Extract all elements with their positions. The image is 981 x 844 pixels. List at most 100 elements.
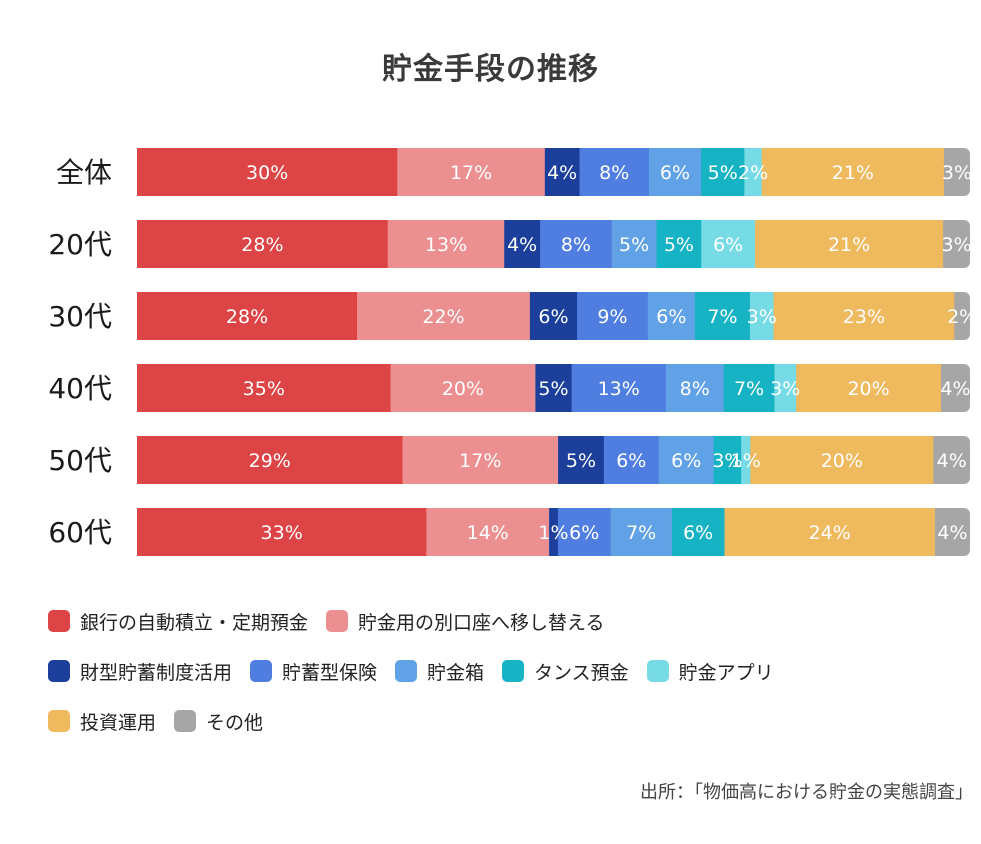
data-label: 28% — [241, 234, 283, 256]
legend-label: その他 — [206, 711, 264, 734]
data-label: 3% — [941, 234, 971, 256]
bar-segment — [665, 364, 725, 412]
bar-row — [137, 292, 970, 340]
bar-segment — [943, 220, 970, 268]
data-label: 2% — [738, 162, 768, 184]
category-label: 全体 — [56, 156, 112, 189]
category-label: 50代 — [48, 444, 112, 477]
data-label: 5% — [566, 450, 596, 472]
legend-item: 財型貯蓄制度活用 — [48, 658, 232, 685]
category-label: 30代 — [48, 300, 112, 333]
bar-segment — [671, 508, 725, 556]
legend-item: 貯金アプリ — [646, 658, 774, 685]
data-label: 29% — [249, 450, 291, 472]
bar-segment — [611, 220, 658, 268]
data-label: 3% — [942, 162, 972, 184]
bar-segment — [934, 508, 970, 556]
legend-swatch — [502, 660, 525, 682]
data-label: 9% — [597, 306, 627, 328]
data-label: 5% — [708, 162, 738, 184]
legend-item: 銀行の自動積立・定期預金 — [48, 608, 308, 635]
bar-segment — [694, 292, 751, 340]
data-label: 6% — [569, 522, 599, 544]
data-label: 14% — [467, 522, 509, 544]
bar-segment — [558, 436, 605, 484]
bar-segment — [557, 508, 611, 556]
legend-label: 貯金用の別口座へ移し替える — [358, 611, 605, 634]
legend-label: 銀行の自動積立・定期預金 — [80, 611, 309, 634]
category-label: 40代 — [48, 372, 112, 405]
bar-segment — [357, 292, 531, 340]
data-label: 5% — [619, 234, 649, 256]
data-label: 6% — [683, 522, 713, 544]
legend-label: 財型貯蓄制度活用 — [80, 661, 233, 684]
data-label: 17% — [450, 162, 492, 184]
legend-swatch — [250, 660, 273, 682]
data-label: 3% — [770, 378, 800, 400]
legend-swatch — [48, 610, 70, 632]
data-label: 4% — [937, 522, 967, 544]
legend-swatch — [48, 710, 70, 732]
bar-segment — [137, 292, 358, 340]
bar-row — [137, 436, 970, 484]
data-label: 5% — [538, 378, 568, 400]
bar-segment — [761, 148, 945, 196]
data-label: 6% — [616, 450, 646, 472]
bar-segment — [137, 148, 398, 196]
legend-row: 投資運用 その他 — [48, 696, 948, 746]
data-label: 24% — [809, 522, 851, 544]
bar-segment — [658, 436, 715, 484]
data-label: 7% — [734, 378, 764, 400]
data-label: 17% — [459, 450, 501, 472]
data-label: 20% — [821, 450, 863, 472]
data-label: 8% — [561, 234, 591, 256]
legend-item: タンス預金 — [502, 658, 629, 685]
bar-segment — [941, 364, 970, 412]
bar-segment — [603, 436, 660, 484]
bar-segment — [656, 220, 702, 268]
data-label: 2% — [947, 306, 977, 328]
data-label: 35% — [243, 378, 285, 400]
data-label: 13% — [598, 378, 640, 400]
bar-segment — [750, 436, 934, 484]
legend-item: 貯金用の別口座へ移し替える — [326, 608, 604, 635]
data-label: 20% — [442, 378, 484, 400]
data-label: 23% — [843, 306, 885, 328]
data-label: 1% — [538, 522, 568, 544]
data-label: 3% — [712, 450, 742, 472]
legend-swatch — [174, 710, 197, 732]
bar-segment — [755, 220, 944, 268]
data-label: 7% — [707, 306, 737, 328]
bar-segment — [387, 220, 505, 268]
bar-segment — [713, 436, 742, 484]
data-label: 28% — [226, 306, 268, 328]
bar-segment — [137, 364, 392, 412]
bar-segment — [535, 364, 573, 412]
data-label: 6% — [656, 306, 686, 328]
bar-segment — [529, 292, 578, 340]
bar-segment — [402, 436, 559, 484]
bar-segment — [648, 148, 702, 196]
bar-row — [137, 148, 970, 196]
data-label: 6% — [660, 162, 690, 184]
bar-segment — [390, 364, 536, 412]
bar-segment — [397, 148, 546, 196]
legend-label: 貯蓄型保険 — [282, 661, 378, 684]
bar-segment — [744, 148, 763, 196]
legend-swatch — [646, 660, 669, 682]
legend-row: 財型貯蓄制度活用 貯蓄型保険 貯金箱 タンス預金 貯金アプリ — [48, 646, 948, 696]
legend-swatch — [48, 660, 70, 682]
legend-item: その他 — [174, 708, 263, 735]
bar-segment — [723, 364, 775, 412]
bar-segment — [701, 148, 745, 196]
bar-row — [137, 220, 970, 268]
data-label: 6% — [671, 450, 701, 472]
bar-segment — [796, 364, 942, 412]
bar-segment — [426, 508, 550, 556]
data-label: 33% — [261, 522, 303, 544]
bar-segment — [741, 436, 751, 484]
data-label: 3% — [747, 306, 777, 328]
legend-swatch — [395, 660, 418, 682]
bar-segment — [504, 220, 541, 268]
